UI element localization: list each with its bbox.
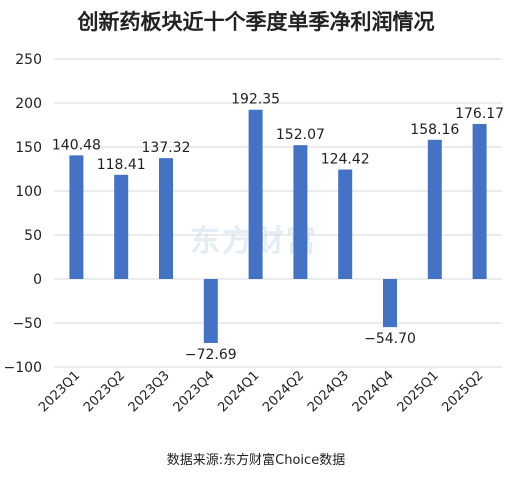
y-tick-label: 100 [15, 184, 42, 200]
y-tick-label: 250 [15, 52, 42, 68]
bar [203, 279, 218, 343]
data-label: 192.35 [231, 92, 280, 108]
data-label: 140.48 [52, 137, 101, 153]
bar [338, 169, 353, 279]
y-tick-label: −100 [4, 360, 42, 376]
data-label: 137.32 [142, 140, 191, 156]
data-label: −54.70 [364, 331, 416, 347]
x-tick-label: 2024Q3 [305, 368, 352, 415]
y-tick-label: 200 [15, 96, 42, 112]
chart-title: 创新药板块近十个季度单季净利润情况 [77, 10, 435, 34]
bar [383, 279, 397, 328]
source-note: 数据来源:东方财富Choice数据 [166, 453, 346, 468]
bar [69, 155, 84, 279]
bar [472, 123, 487, 279]
y-tick-label: −50 [12, 316, 42, 332]
bar [427, 139, 442, 279]
bar [114, 174, 129, 279]
y-axis-ticks: −100 −50 0 50 100 150 200 250 [4, 52, 42, 376]
data-label: −72.69 [185, 347, 237, 363]
data-label: 152.07 [276, 127, 325, 143]
data-label: 118.41 [97, 157, 146, 173]
data-label: 158.16 [410, 122, 459, 138]
x-tick-label: 2023Q3 [126, 368, 173, 415]
x-axis-ticks: 2023Q12023Q22023Q32023Q42024Q12024Q22024… [36, 368, 486, 415]
bars [69, 109, 487, 343]
bar [293, 145, 308, 279]
x-tick-label: 2024Q2 [260, 368, 307, 415]
x-tick-label: 2023Q2 [81, 368, 128, 415]
bar [248, 109, 263, 280]
data-label: 124.42 [321, 152, 370, 168]
x-tick-label: 2023Q4 [171, 368, 218, 415]
x-tick-label: 2024Q4 [350, 368, 397, 415]
gridlines [54, 58, 502, 368]
x-tick-label: 2025Q2 [439, 368, 486, 415]
y-tick-label: 50 [24, 228, 42, 244]
data-label: 176.17 [455, 106, 504, 122]
x-tick-label: 2025Q1 [395, 368, 442, 415]
x-tick-label: 2023Q1 [36, 368, 83, 415]
x-tick-label: 2024Q1 [215, 368, 262, 415]
y-tick-label: 150 [15, 140, 42, 156]
y-tick-label: 0 [33, 272, 42, 288]
bar [159, 158, 173, 279]
